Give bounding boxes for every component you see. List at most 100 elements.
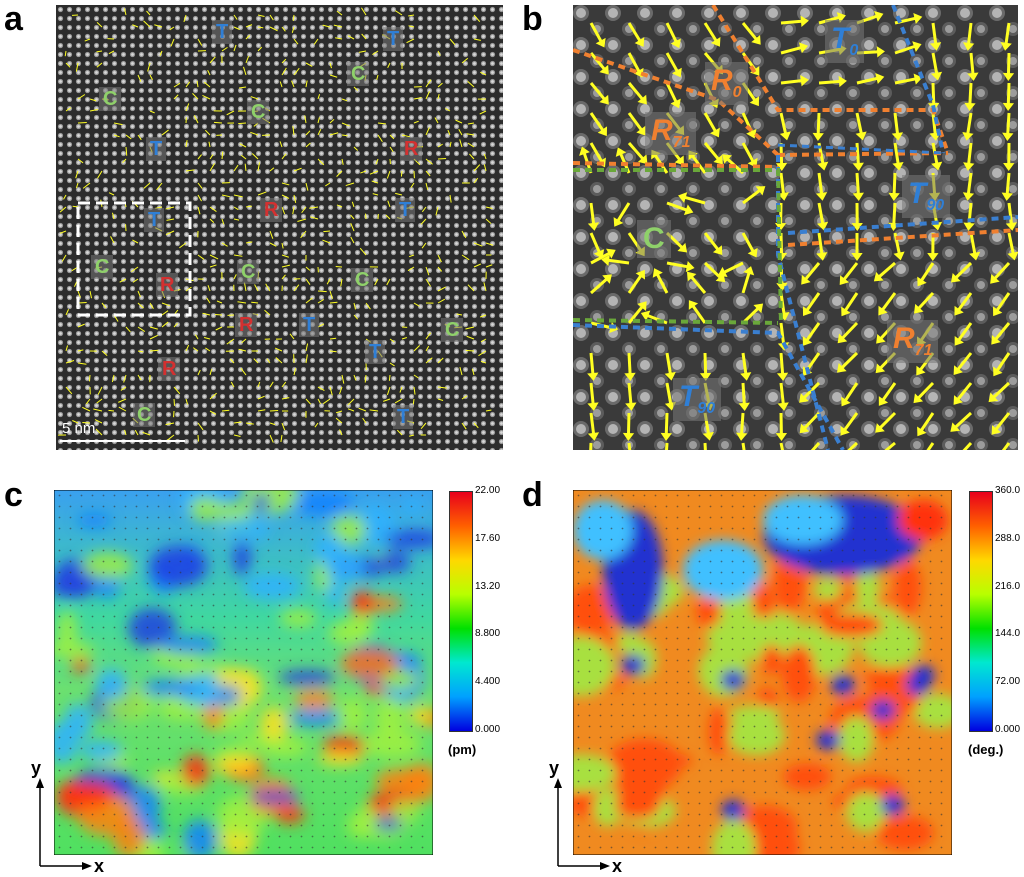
polarization-arrow (666, 261, 689, 269)
domain-label-subscript: 71 (914, 342, 933, 359)
polarization-arrow (317, 290, 327, 293)
polarization-arrow (96, 22, 103, 28)
polarization-arrow (257, 409, 266, 412)
polarization-arrow-head (799, 423, 810, 434)
domain-label-c: C (351, 268, 374, 292)
polarization-arrow (437, 357, 444, 364)
polarization-arrow-head (840, 425, 850, 436)
polarization-arrow (413, 345, 421, 352)
polarization-arrow (281, 26, 286, 32)
polarization-arrow (96, 62, 103, 68)
polarization-arrow (75, 170, 79, 179)
polarization-arrow (165, 206, 175, 210)
polarization-arrow-head (893, 251, 905, 261)
domain-boundary-c-bottom (573, 318, 779, 325)
polarization-arrow (77, 290, 81, 298)
polarization-arrow-head (878, 396, 889, 406)
polarization-arrow (132, 24, 139, 28)
polarization-arrow-head (891, 132, 904, 141)
polarization-arrow-head (816, 252, 828, 261)
polarization-arrow-head (712, 245, 723, 256)
polarization-arrow (281, 274, 286, 280)
polarization-arrow-head (747, 247, 758, 258)
polarization-arrow (305, 142, 311, 148)
polarization-arrow (425, 158, 433, 165)
polarization-arrow (209, 163, 215, 172)
polarization-arrow-head (634, 37, 645, 47)
polarization-arrow (329, 62, 332, 69)
polarization-arrow (221, 194, 230, 198)
polarization-arrow (293, 38, 299, 45)
polarization-arrow (466, 133, 475, 136)
polarization-arrow (855, 142, 860, 166)
polarization-arrow-head (875, 72, 885, 85)
polarization-arrow (969, 52, 975, 76)
polarization-arrow-head (1001, 192, 1013, 201)
polarization-arrow (467, 122, 475, 125)
polarization-arrow (89, 108, 99, 112)
polarization-arrow (341, 122, 350, 127)
polarization-arrow (329, 290, 333, 299)
polarization-arrow (125, 146, 128, 156)
polarization-arrow (842, 412, 859, 432)
polarization-arrow (72, 420, 79, 424)
polarization-arrow-head (624, 372, 636, 381)
polarization-arrow-head (1003, 162, 1015, 171)
polarization-arrow (173, 82, 181, 88)
polarization-arrow (840, 321, 859, 340)
polarization-arrow-head (950, 422, 961, 432)
polarization-arrow (362, 417, 367, 424)
polarization-arrow-head (683, 204, 694, 216)
polarization-arrow-head (702, 431, 714, 441)
polarization-arrow (63, 194, 67, 200)
polarization-arrow (245, 422, 254, 425)
polarization-arrow (627, 142, 645, 161)
polarization-arrow (803, 262, 821, 281)
polarization-arrow (245, 34, 251, 40)
polarization-arrow (237, 301, 247, 304)
polarization-arrow (425, 357, 433, 364)
polarization-arrow-head (775, 432, 788, 441)
polarization-arrow (65, 62, 71, 68)
polarization-arrow (931, 112, 937, 136)
polarization-arrow (919, 412, 935, 433)
polarization-arrow (437, 286, 446, 292)
polarization-arrow (143, 20, 151, 28)
polarization-arrow (816, 112, 821, 136)
polarization-arrow (473, 177, 479, 184)
polarization-arrow-head (1000, 42, 1012, 51)
polarization-arrow (309, 206, 319, 209)
polarization-arrow (350, 236, 355, 244)
polarization-arrow-head (735, 432, 748, 441)
polarization-arrow (369, 170, 379, 175)
polarization-arrow (341, 98, 348, 102)
polarization-arrow-head (606, 248, 616, 259)
domain-label-c: C (133, 403, 156, 427)
polarization-arrow (350, 214, 355, 220)
polarization-arrow (101, 302, 107, 309)
polarization-arrow (818, 79, 842, 85)
polarization-arrow (466, 335, 475, 340)
polarization-arrow (802, 381, 821, 400)
polarization-arrow (185, 398, 189, 405)
polarization-arrow-head (993, 366, 1003, 377)
polarization-arrow (118, 406, 127, 412)
polarization-arrow (185, 169, 195, 172)
domain-boundary-r0-r71 (573, 48, 780, 157)
polarization-arrow (132, 239, 139, 244)
colorbar-tick-label: 8.800 (475, 628, 501, 640)
polarization-arrow (401, 337, 407, 340)
polarization-arrow (480, 338, 487, 343)
polarization-arrow (243, 282, 247, 292)
polarization-arrow (340, 278, 343, 287)
polarization-arrow (269, 14, 274, 21)
polarization-arrow (111, 212, 115, 220)
polarization-arrow (361, 33, 367, 40)
polarization-arrow (372, 50, 379, 55)
polarization-arrow-head (800, 15, 809, 27)
polarization-arrow (396, 429, 403, 436)
polarization-arrow (292, 14, 295, 21)
polarization-arrow (665, 352, 673, 375)
polarization-arrow (437, 266, 443, 272)
polarization-arrow-head (815, 192, 828, 201)
